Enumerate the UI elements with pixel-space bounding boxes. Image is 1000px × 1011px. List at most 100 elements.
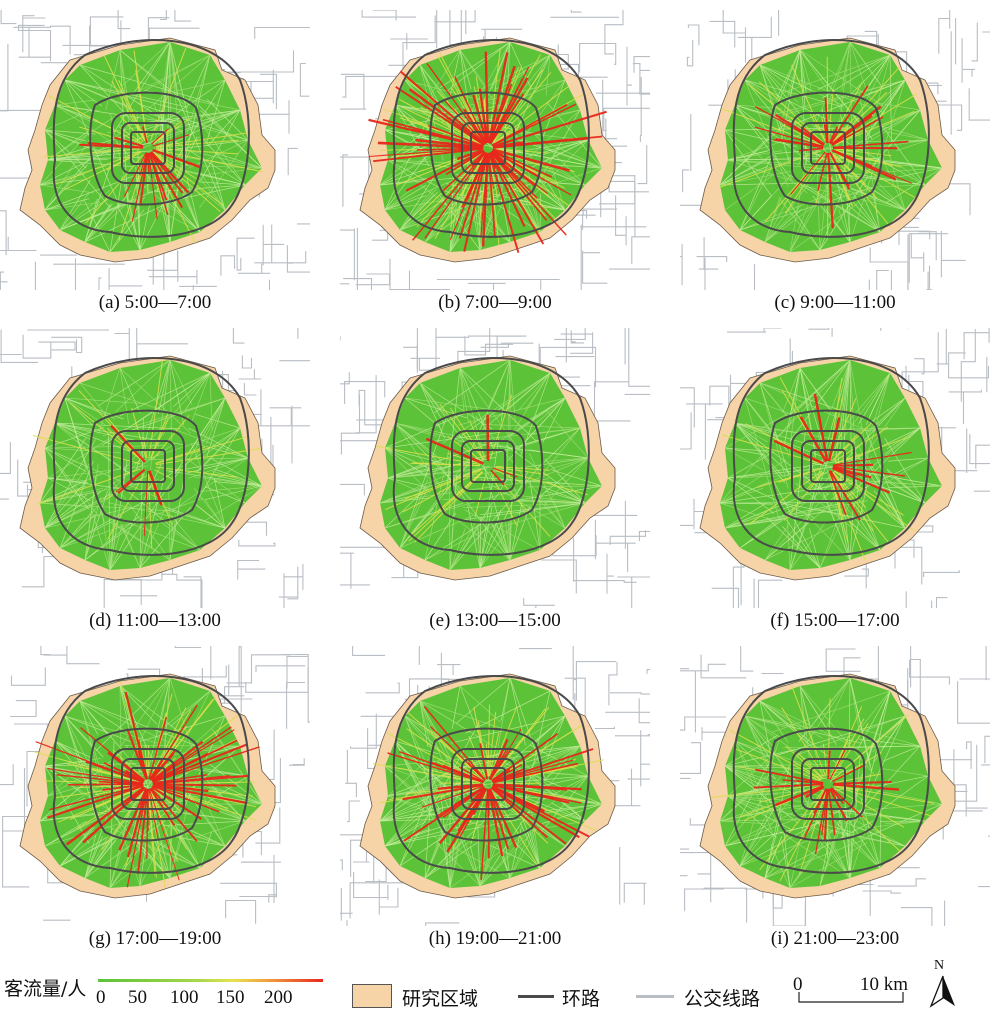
- bus-route: [624, 883, 646, 905]
- bus-route: [220, 883, 276, 897]
- bus-route: [340, 845, 342, 870]
- bus-route: [340, 229, 354, 281]
- bus-route: [963, 69, 974, 76]
- map-canvas: [0, 646, 310, 926]
- bus-route: [279, 567, 298, 599]
- bus-route: [270, 328, 298, 339]
- map-panel-a: (a) 5:00—7:00: [0, 10, 310, 320]
- bus-route: [0, 764, 13, 799]
- bus-route: [164, 249, 199, 290]
- bus-route: [270, 280, 303, 290]
- bus-route: [288, 148, 298, 175]
- bus-route: [224, 50, 294, 72]
- bus-route: [870, 247, 908, 290]
- bus-route: [183, 666, 226, 677]
- bus-route: [964, 328, 989, 359]
- bus-route: [362, 10, 416, 17]
- bus-route: [279, 328, 310, 361]
- panel-caption: (i) 21:00—23:00: [680, 928, 990, 950]
- bus-route: [99, 278, 101, 290]
- bus-route: [639, 698, 650, 722]
- bus-route: [287, 245, 310, 272]
- bus-route: [270, 408, 302, 426]
- bus-route: [390, 33, 428, 49]
- bus-route: [910, 660, 950, 685]
- map-panel-e: (e) 13:00—15:00: [340, 328, 650, 638]
- bus-route: [239, 369, 262, 379]
- bus-route: [450, 10, 484, 45]
- bus-route: [604, 108, 650, 130]
- flow-tick-50: 50: [128, 987, 147, 1009]
- bus-route: [640, 77, 641, 142]
- bus-route: [773, 893, 805, 926]
- bus-route: [981, 747, 990, 765]
- bus-route: [437, 665, 460, 676]
- flow-tick-0: 0: [96, 987, 106, 1009]
- bus-route: [967, 429, 968, 474]
- panel-caption: (g) 17:00—19:00: [0, 928, 310, 950]
- bus-route: [972, 23, 978, 61]
- bus-route: [680, 388, 694, 428]
- flow-tick-150: 150: [216, 987, 245, 1009]
- bus-route: [0, 44, 8, 111]
- bus-route: [869, 270, 891, 290]
- bus-route: [610, 693, 650, 694]
- map-canvas: [680, 328, 990, 608]
- bus-route: [263, 225, 284, 265]
- bus-route: [10, 701, 36, 717]
- bus-route: [465, 336, 513, 355]
- bus-route: [704, 888, 747, 922]
- bus-route: [699, 237, 719, 269]
- bus-route: [961, 329, 975, 402]
- map-panel-h: (h) 19:00—21:00: [340, 646, 650, 956]
- bus-route: [617, 577, 650, 608]
- bus-route: [988, 809, 990, 836]
- bus-route: [640, 735, 650, 765]
- bus-route: [297, 195, 310, 224]
- bus-route: [878, 879, 926, 886]
- bus-route: [580, 44, 616, 73]
- bus-route: [426, 923, 460, 926]
- bus-route: [595, 382, 631, 421]
- bus-route: [238, 561, 266, 580]
- bus-route: [697, 257, 727, 263]
- bus-route: [918, 232, 936, 261]
- bus-route: [969, 88, 991, 120]
- bus-route: [688, 25, 699, 45]
- bus-route: [435, 336, 526, 337]
- north-label: N: [934, 958, 944, 974]
- bus-route: [0, 272, 7, 290]
- study-area-swatch: [352, 984, 392, 1008]
- bus-route: [571, 330, 584, 343]
- map-panel-c: (c) 9:00—11:00: [680, 10, 990, 320]
- bus-route: [603, 80, 618, 139]
- bus-route: [144, 646, 201, 648]
- bus-route: [826, 649, 860, 671]
- bus-route: [149, 270, 197, 284]
- bus-route: [0, 211, 6, 256]
- bus-route: [353, 646, 385, 655]
- map-panel-g: (g) 17:00—19:00: [0, 646, 310, 956]
- map-canvas: [680, 646, 990, 926]
- scale-start-label: 0: [793, 974, 803, 996]
- bus-route: [109, 268, 142, 290]
- panel-caption: (e) 13:00—15:00: [340, 610, 650, 632]
- bus-route: [680, 849, 689, 852]
- flow-color-ramp: [98, 976, 328, 986]
- bus-route: [924, 570, 960, 577]
- bus-route: [573, 581, 637, 583]
- bus-route: [74, 26, 90, 58]
- bus-route: [524, 598, 555, 608]
- bus-route: [958, 681, 990, 723]
- bus-route: [901, 908, 932, 926]
- bus-route: [680, 664, 726, 671]
- bus-route: [256, 666, 305, 672]
- bus-route: [289, 758, 304, 765]
- bus-route: [254, 251, 305, 263]
- bus-route: [340, 553, 354, 589]
- bus-route: [373, 10, 396, 20]
- ring-road-swatch: [518, 995, 554, 998]
- bus-route: [19, 27, 52, 58]
- bus-route: [541, 560, 576, 593]
- bus-route: [282, 655, 310, 723]
